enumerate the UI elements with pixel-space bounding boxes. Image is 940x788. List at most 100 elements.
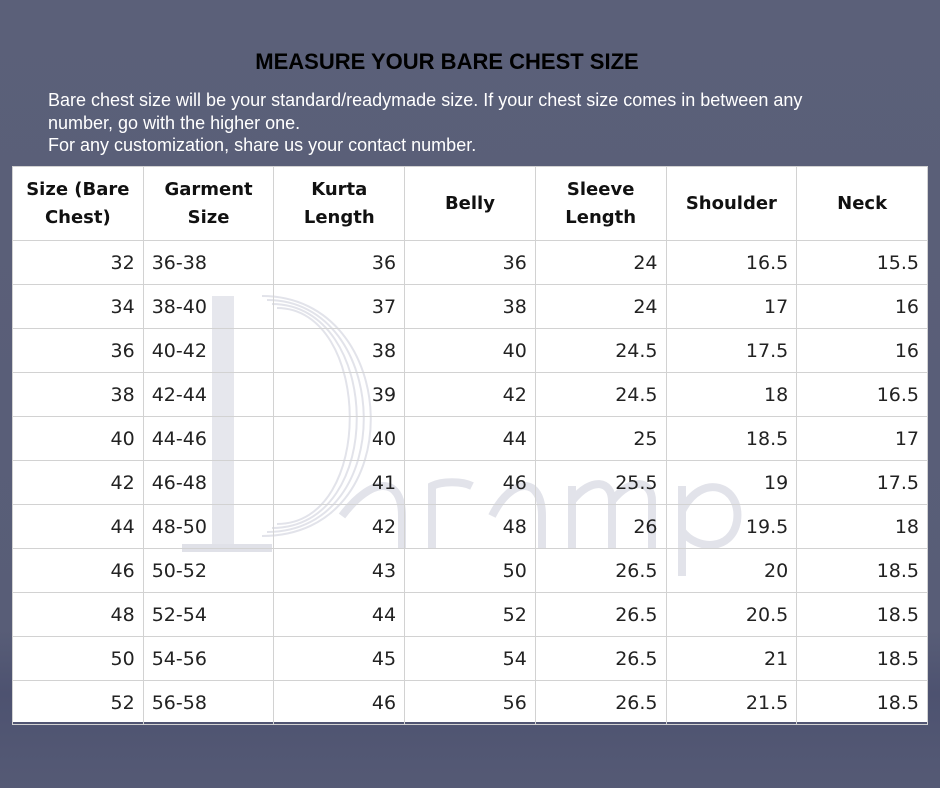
table-cell: 41 — [273, 460, 406, 505]
column-header-text: Shoulder — [685, 192, 777, 214]
table-cell: 46-48 — [142, 460, 275, 505]
table-cell: 44 — [273, 592, 406, 637]
table-cell: 36 — [404, 240, 536, 285]
table-header-row: Size (Bare Chest) Garment Size Kurta Length Be… — [12, 166, 928, 241]
table-cell: 37 — [273, 284, 406, 329]
table-cell: 38-40 — [142, 284, 275, 329]
table-cell: 38 — [12, 372, 144, 417]
table-cell: 21 — [665, 636, 798, 681]
table-cell: 56 — [404, 680, 536, 725]
table-cell: 42 — [273, 504, 406, 549]
table-cell: 46 — [273, 680, 406, 725]
table-cell: 36 — [12, 328, 144, 373]
table-cell: 26.5 — [534, 680, 667, 725]
table-cell: 36-38 — [142, 240, 275, 285]
column-header-text: Garment — [164, 178, 253, 200]
table-cell: 50-52 — [142, 548, 275, 593]
table-cell: 40 — [404, 328, 536, 373]
table-cell: 40 — [12, 416, 144, 461]
table-cell: 16.5 — [796, 372, 928, 417]
table-row: 40 44-46 40 44 25 18.5 17 — [12, 416, 928, 461]
table-row: 34 38-40 37 38 24 17 16 — [12, 284, 928, 329]
column-header: Garment Size — [142, 166, 275, 241]
table-row: 32 36-38 36 36 24 16.5 15.5 — [12, 240, 928, 285]
table-cell: 56-58 — [142, 680, 275, 725]
table-cell: 48 — [12, 592, 144, 637]
table-cell: 26.5 — [534, 636, 667, 681]
table-cell: 24.5 — [534, 372, 667, 417]
table-cell: 17 — [665, 284, 798, 329]
table-cell: 18.5 — [796, 680, 928, 725]
table-cell: 50 — [404, 548, 536, 593]
table-cell: 52 — [12, 680, 144, 725]
table-row: 36 40-42 38 40 24.5 17.5 16 — [12, 328, 928, 373]
table-cell: 44 — [404, 416, 536, 461]
description-line: number, go with the higher one. — [48, 112, 301, 133]
table-cell: 16 — [796, 284, 928, 329]
table-cell: 45 — [273, 636, 406, 681]
column-header-text: Chest) — [44, 206, 111, 228]
table-cell: 15.5 — [796, 240, 928, 285]
table-cell: 18.5 — [665, 416, 798, 461]
column-header-text: Size — [187, 206, 230, 228]
table-cell: 34 — [12, 284, 144, 329]
table-cell: 40 — [273, 416, 406, 461]
column-header-text: Size (Bare — [26, 178, 130, 200]
table-row: 46 50-52 43 50 26.5 20 18.5 — [12, 548, 928, 593]
table-cell: 50 — [12, 636, 144, 681]
table-cell: 42 — [12, 460, 144, 505]
column-header-text: Sleeve — [566, 178, 635, 200]
table-cell: 18.5 — [796, 548, 928, 593]
table-cell: 24 — [534, 240, 667, 285]
table-cell: 32 — [12, 240, 144, 285]
table-cell: 44-46 — [142, 416, 275, 461]
table-cell: 20.5 — [665, 592, 798, 637]
size-chart: Size (Bare Chest) Garment Size Kurta Length Be… — [12, 166, 928, 725]
table-cell: 42 — [404, 372, 536, 417]
table-cell: 48-50 — [142, 504, 275, 549]
table-row: 42 46-48 41 46 25.5 19 17.5 — [12, 460, 928, 505]
table-cell: 17.5 — [796, 460, 928, 505]
column-header-text: Belly — [444, 192, 495, 214]
column-header: Size (Bare Chest) — [12, 166, 144, 241]
table-cell: 18 — [796, 504, 928, 549]
table-cell: 24.5 — [534, 328, 667, 373]
table-cell: 52 — [404, 592, 536, 637]
table-cell: 26 — [534, 504, 667, 549]
table-row: 44 48-50 42 48 26 19.5 18 — [12, 504, 928, 549]
table-cell: 16.5 — [665, 240, 798, 285]
table-cell: 26.5 — [534, 592, 667, 637]
table-cell: 25 — [534, 416, 667, 461]
table-cell: 19.5 — [665, 504, 798, 549]
table-cell: 43 — [273, 548, 406, 593]
table-cell: 40-42 — [142, 328, 275, 373]
table-row: 38 42-44 39 42 24.5 18 16.5 — [12, 372, 928, 417]
table-cell: 42-44 — [142, 372, 275, 417]
table-cell: 38 — [404, 284, 536, 329]
table-cell: 46 — [12, 548, 144, 593]
column-header: Neck — [796, 166, 928, 241]
table-cell: 38 — [273, 328, 406, 373]
table-cell: 17 — [796, 416, 928, 461]
table-cell: 19 — [665, 460, 798, 505]
size-table: Size (Bare Chest) Garment Size Kurta Length Be… — [12, 166, 928, 725]
table-cell: 25.5 — [534, 460, 667, 505]
table-row: 48 52-54 44 52 26.5 20.5 18.5 — [12, 592, 928, 637]
description-line: Bare chest size will be your standard/re… — [48, 90, 803, 110]
table-cell: 21.5 — [665, 680, 798, 725]
table-cell: 16 — [796, 328, 928, 373]
column-header-text: Length — [565, 206, 637, 228]
table-cell: 44 — [12, 504, 144, 549]
table-cell: 54-56 — [142, 636, 275, 681]
table-cell: 39 — [273, 372, 406, 417]
table-cell: 24 — [534, 284, 667, 329]
column-header-text: Kurta — [311, 178, 368, 200]
page-title: MEASURE YOUR BARE CHEST SIZE — [255, 49, 639, 74]
column-header: Shoulder — [665, 166, 798, 241]
table-cell: 17.5 — [665, 328, 798, 373]
table-cell: 48 — [404, 504, 536, 549]
table-cell: 18.5 — [796, 592, 928, 637]
column-header-text: Length — [303, 206, 375, 228]
table-cell: 54 — [404, 636, 536, 681]
table-cell: 52-54 — [142, 592, 275, 637]
